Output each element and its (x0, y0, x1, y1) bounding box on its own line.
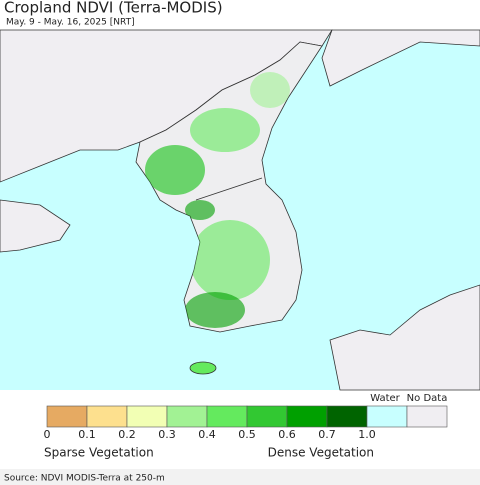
source-bar (0, 469, 480, 485)
legend-label: 1.0 (358, 428, 376, 441)
green-patch (185, 292, 245, 328)
legend-swatch (246, 405, 288, 428)
source: Source: NDVI MODIS-Terra at 250-m (4, 474, 165, 484)
green-patch (190, 220, 270, 300)
legend-swatch (86, 405, 128, 428)
vegetation (145, 72, 290, 328)
legend-swatch (366, 405, 408, 428)
legend-label: 0 (44, 428, 51, 441)
title: Cropland NDVI (Terra-MODIS) (4, 0, 223, 17)
green-patch (190, 108, 260, 152)
green-patch (145, 145, 205, 195)
legend-label: 0.4 (198, 428, 216, 441)
legend-swatch (46, 405, 88, 428)
jeju-island (189, 361, 217, 375)
shandong-land (0, 199, 71, 253)
no-data-label: No Data (407, 393, 448, 404)
subtitle: May. 9 - May. 16, 2025 [NRT] (6, 18, 135, 28)
green-patch (250, 72, 290, 108)
legend: 0 0.1 0.2 0.3 0.4 0.5 0.6 0.7 1.0 (44, 405, 448, 441)
water-label: Water (370, 393, 400, 404)
legend-swatch (286, 405, 328, 428)
legend-swatch (126, 405, 168, 428)
legend-label: 0.3 (158, 428, 176, 441)
legend-label: 0.7 (318, 428, 336, 441)
korea-land (135, 41, 323, 333)
sparse-caption: Sparse Vegetation (44, 446, 154, 460)
green-patch (185, 200, 215, 220)
border (195, 177, 263, 201)
legend-label: 0.5 (238, 428, 256, 441)
legend-label: 0.6 (278, 428, 296, 441)
legend-swatch (166, 405, 208, 428)
legend-label: 0.2 (118, 428, 136, 441)
legend-swatch (206, 405, 248, 428)
russia-land (321, 29, 480, 87)
legend-swatch (326, 405, 368, 428)
dense-caption: Dense Vegetation (268, 446, 374, 460)
legend-label: 0.1 (78, 428, 96, 441)
japan-land (329, 284, 480, 391)
legend-swatch (406, 405, 448, 428)
